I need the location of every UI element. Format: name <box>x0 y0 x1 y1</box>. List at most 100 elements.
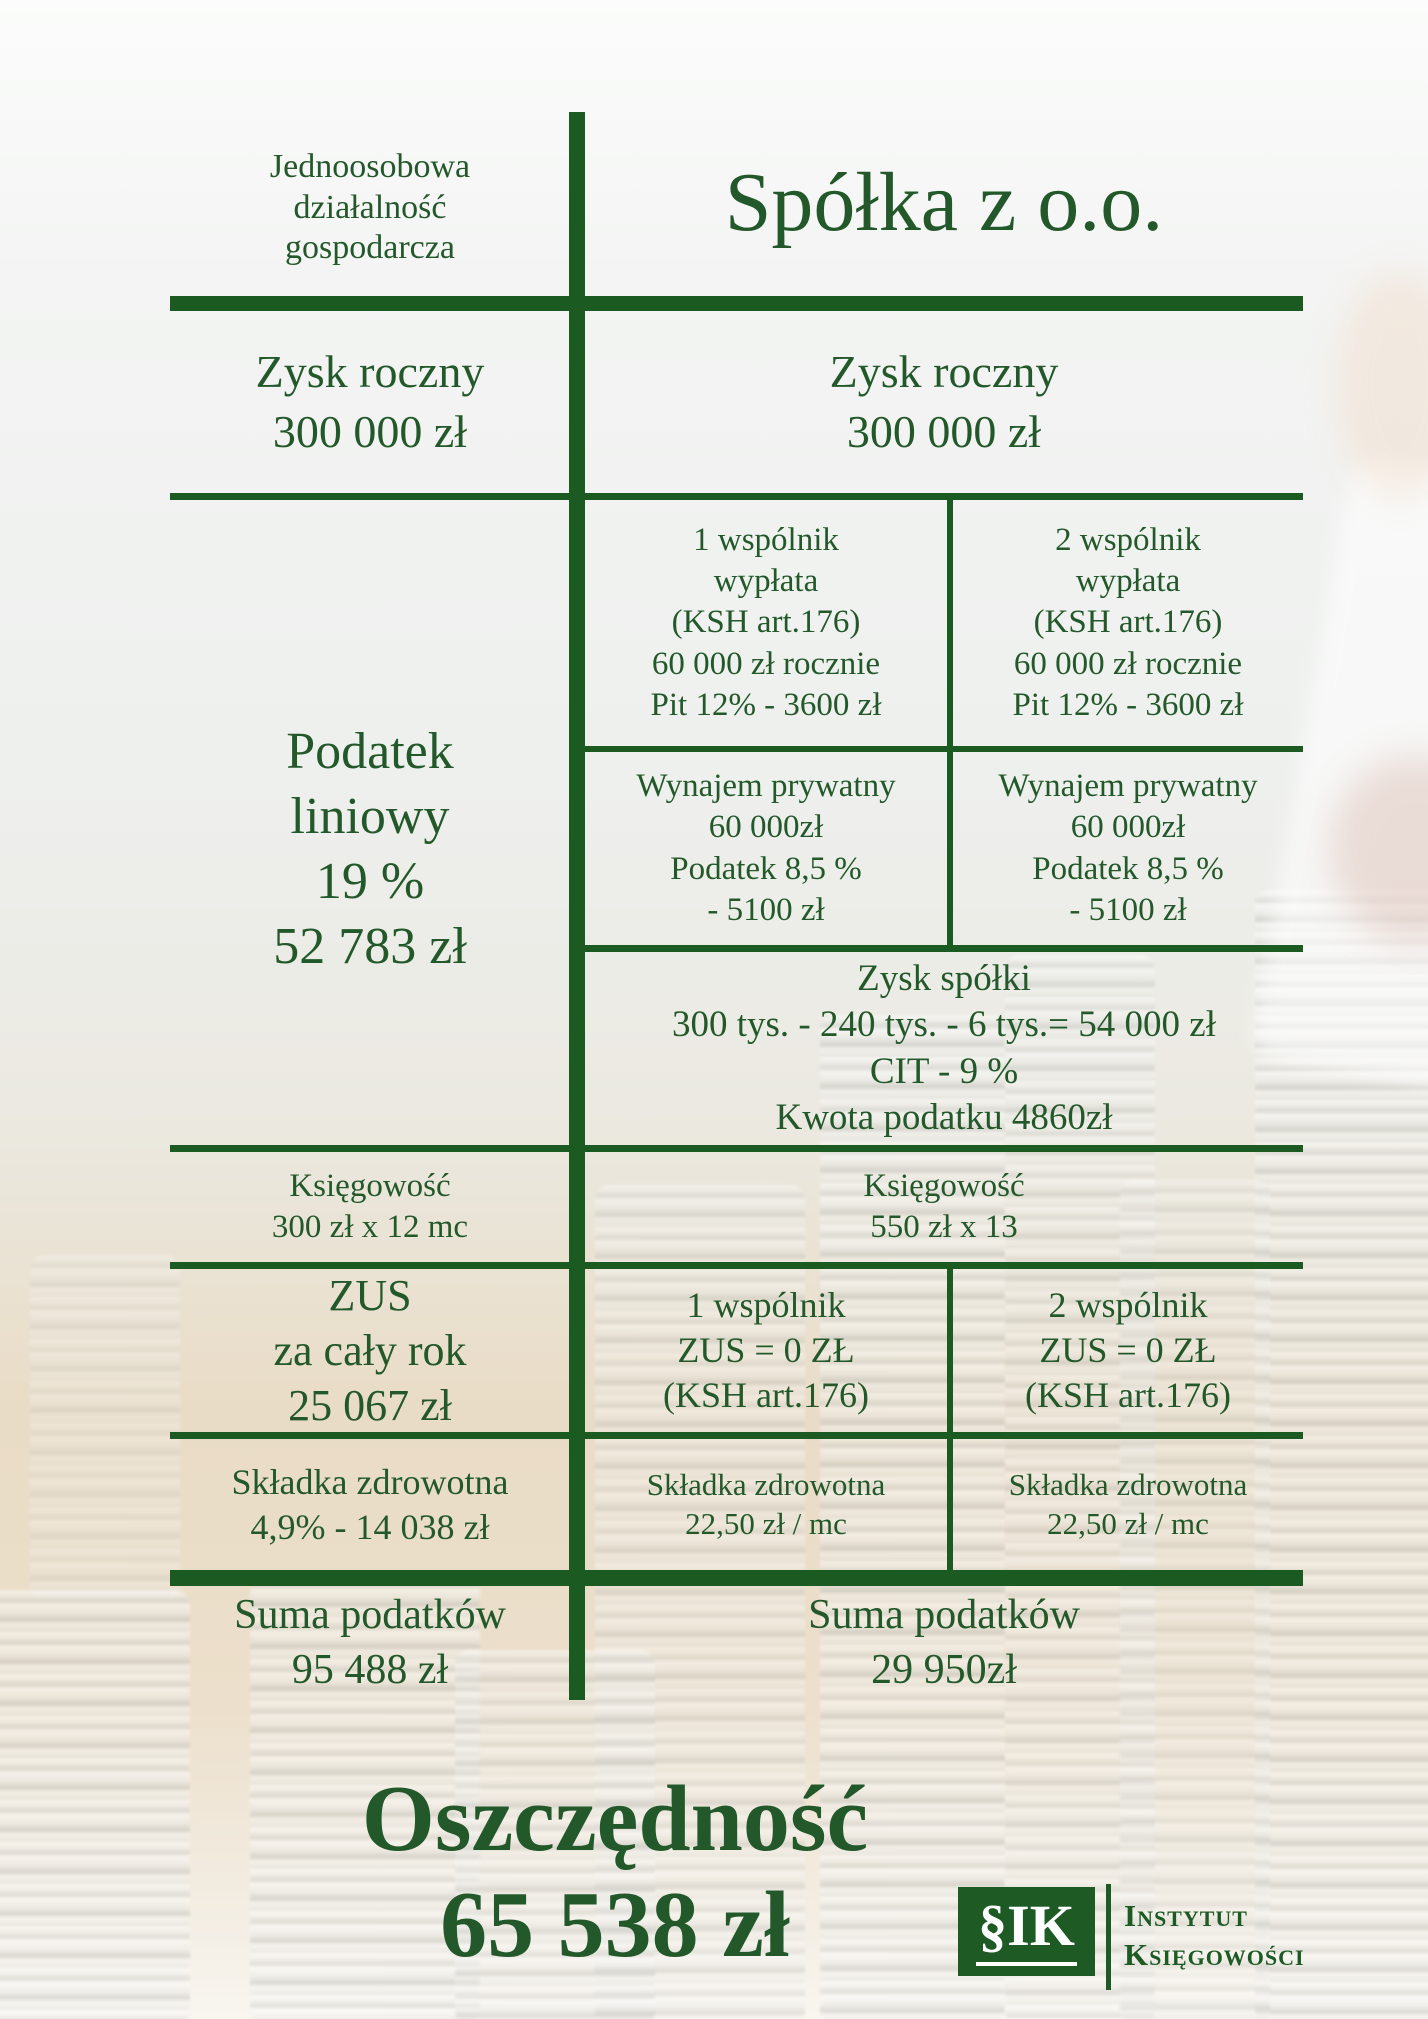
spolka-suma-podatkow: Suma podatków 29 950zł <box>585 1586 1303 1700</box>
rule-under-wspolnik <box>585 746 1303 752</box>
line: Wynajem prywatny <box>636 768 896 804</box>
header-line: Jednoosobowa <box>269 147 471 185</box>
logo-divider <box>1106 1884 1111 1990</box>
spolka-wynajem1: Wynajem prywatny 60 000zł Podatek 8,5 % … <box>585 752 947 945</box>
value: 95 488 zł <box>291 1647 449 1693</box>
line: ZUS = 0 ZŁ <box>677 1330 855 1370</box>
label: Zysk roczny <box>255 346 485 398</box>
value: 22,50 zł / mc <box>1047 1505 1209 1541</box>
jdg-zus: ZUS za cały rok 25 067 zł <box>170 1269 570 1432</box>
jdg-skladka-zdrowotna: Składka zdrowotna 4,9% - 14 038 zł <box>170 1439 570 1570</box>
coin-stack <box>595 1185 805 2019</box>
label: Księgowość <box>863 1167 1025 1204</box>
line: wypłata <box>1075 563 1181 600</box>
jdg-podatek-liniowy: Podatek liniowy 19 % 52 783 zł <box>170 493 570 1145</box>
logo-name-line: Instytut <box>1124 1898 1248 1934</box>
logo-box: §IK <box>958 1887 1095 1976</box>
coin-stack <box>30 1255 180 1600</box>
header-title: Spółka z o.o. <box>724 156 1164 249</box>
header-line: działalność <box>293 188 447 226</box>
line: (KSH art.176) <box>671 604 861 641</box>
spolka-zus2: 2 wspólnik ZUS = 0 ZŁ (KSH art.176) <box>953 1269 1303 1432</box>
rule-under-wynajem <box>585 945 1303 952</box>
spolka-zus1: 1 wspólnik ZUS = 0 ZŁ (KSH art.176) <box>585 1269 947 1432</box>
logo-name-line: Księgowości <box>1124 1937 1305 1972</box>
spolka-wspolnik2-wyplata: 2 wspólnik wypłata (KSH art.176) 60 000 … <box>953 500 1303 746</box>
line: CIT - 9 % <box>869 1050 1019 1092</box>
label: Składka zdrowotna <box>1008 1466 1248 1502</box>
line: 1 wspólnik <box>693 521 839 558</box>
value: 300 000 zł <box>272 406 468 457</box>
label: Suma podatków <box>808 1592 1080 1639</box>
divider-vertical-main <box>569 112 585 1700</box>
line: ZUS <box>328 1271 412 1320</box>
logo-mark: §IK <box>978 1893 1075 1958</box>
savings-title: Oszczędność <box>361 1767 869 1872</box>
line: za cały rok <box>273 1326 467 1375</box>
line: Kwota podatku 4860zł <box>775 1096 1113 1138</box>
line: 25 067 zł <box>288 1381 452 1430</box>
rule-under-zysk <box>170 493 1303 500</box>
label: Księgowość <box>289 1167 451 1204</box>
coin-stack <box>1120 1180 1270 2019</box>
coin-stack <box>1005 955 1155 2019</box>
line: Podatek <box>286 723 454 780</box>
spolka-zysk-roczny: Zysk roczny 300 000 zł <box>585 311 1303 493</box>
coin-stack <box>250 1575 480 2019</box>
header-line: gospodarcza <box>285 229 455 267</box>
line: wypłata <box>713 563 819 600</box>
rule-above-ksiegowosc <box>170 1145 1303 1152</box>
spolka-wynajem2: Wynajem prywatny 60 000zł Podatek 8,5 % … <box>953 752 1303 945</box>
line: Wynajem prywatny <box>998 768 1258 804</box>
line: (KSH art.176) <box>1025 1375 1231 1415</box>
spolka-wspolnik1-wyplata: 1 wspólnik wypłata (KSH art.176) 60 000 … <box>585 500 947 746</box>
value: 29 950zł <box>871 1647 1017 1693</box>
line: liniowy <box>290 788 450 845</box>
label: Składka zdrowotna <box>231 1461 509 1502</box>
line: 1 wspólnik <box>686 1285 846 1325</box>
line: 2 wspólnik <box>1055 521 1201 558</box>
line: 2 wspólnik <box>1048 1285 1208 1325</box>
rule-above-suma <box>170 1570 1303 1586</box>
divider-vertical-sub-top <box>947 500 953 945</box>
logo-name: Instytut Księgowości <box>1124 1886 1424 1986</box>
value: 4,9% - 14 038 zł <box>250 1506 490 1547</box>
value: 300 zł x 12 mc <box>271 1209 469 1245</box>
line: (KSH art.176) <box>1033 604 1223 641</box>
line: 52 783 zł <box>273 918 467 975</box>
line: 60 000zł <box>708 809 824 846</box>
coin-stack <box>455 1650 655 2019</box>
spolka-ksiegowosc: Księgowość 550 zł x 13 <box>585 1152 1303 1262</box>
savings-summary: Oszczędność 65 538 zł <box>170 1765 1060 1980</box>
value: 550 zł x 13 <box>870 1209 1018 1245</box>
spolka-zysk-spolki: Zysk spółki 300 tys. - 240 tys. - 6 tys.… <box>585 952 1303 1145</box>
jdg-zysk-roczny: Zysk roczny 300 000 zł <box>170 311 570 493</box>
jdg-suma-podatkow: Suma podatków 95 488 zł <box>170 1586 570 1700</box>
line: (KSH art.176) <box>663 1375 869 1415</box>
value: 22,50 zł / mc <box>685 1505 847 1541</box>
line: Podatek 8,5 % <box>1032 850 1224 887</box>
line: Podatek 8,5 % <box>670 850 862 887</box>
rule-above-zus <box>170 1262 1303 1269</box>
spolka-skladka1: Składka zdrowotna 22,50 zł / mc <box>585 1439 947 1570</box>
line: Pit 12% - 3600 zł <box>1012 686 1244 723</box>
rule-under-header <box>170 296 1303 311</box>
label: Zysk roczny <box>829 346 1059 398</box>
logo-mark-underline <box>975 1962 1078 1966</box>
line: ZUS = 0 ZŁ <box>1039 1330 1217 1370</box>
line: 60 000 zł rocznie <box>651 645 881 682</box>
rule-above-skladka <box>170 1432 1303 1439</box>
value: 300 000 zł <box>846 406 1042 457</box>
jdg-ksiegowosc: Księgowość 300 zł x 12 mc <box>170 1152 570 1262</box>
header-left-jdg: Jednoosobowa działalność gospodarcza <box>170 120 570 296</box>
spolka-skladka2: Składka zdrowotna 22,50 zł / mc <box>953 1439 1303 1570</box>
line: 60 000 zł rocznie <box>1013 645 1243 682</box>
coin-stack <box>0 1590 190 2019</box>
background-blob <box>1335 270 1428 500</box>
line: - 5100 zł <box>1069 891 1187 928</box>
line: 60 000zł <box>1070 809 1186 846</box>
label: Suma podatków <box>234 1592 506 1639</box>
line: Zysk spółki <box>857 958 1031 999</box>
savings-amount: 65 538 zł <box>440 1872 790 1977</box>
